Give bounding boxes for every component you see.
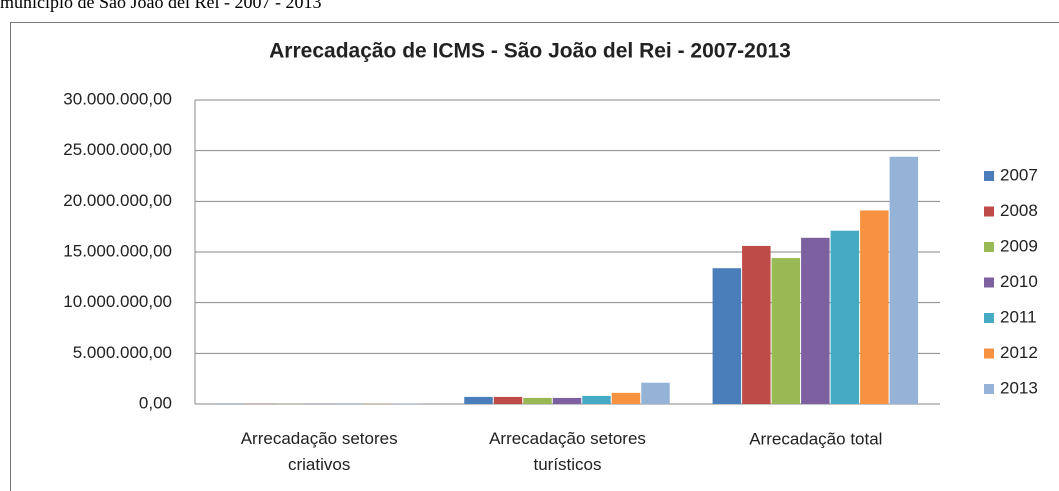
bar [523, 397, 552, 404]
caption: município de São João del Rei - 2007 - 2… [0, 0, 321, 12]
bar [830, 230, 860, 404]
legend-swatch [984, 384, 994, 394]
legend-label: 2007 [1000, 165, 1038, 184]
bar [860, 210, 889, 404]
bar [552, 397, 582, 404]
legend-swatch [984, 313, 994, 323]
bar [712, 268, 742, 404]
x-tick-label: Arrecadação setores turísticos [489, 429, 646, 474]
legend-swatch [984, 277, 994, 288]
legend-swatch [984, 206, 994, 217]
bar [641, 382, 670, 404]
legend-label: 2010 [1000, 272, 1038, 291]
y-tick-label: 25.000.000,00 [63, 140, 172, 159]
y-tick-label: 30.000.000,00 [63, 89, 172, 108]
y-tick-label: 20.000.000,00 [63, 191, 172, 210]
legend-label: 2008 [1000, 201, 1038, 220]
legend-swatch [984, 242, 994, 252]
legend-swatch [984, 171, 994, 181]
legend-swatch [984, 348, 994, 359]
x-tick-label: Arrecadação total [749, 429, 882, 448]
bar [611, 392, 641, 404]
bar [801, 237, 830, 404]
y-tick-label: 15.000.000,00 [63, 241, 172, 260]
bar [889, 156, 919, 404]
bar [771, 258, 801, 404]
chart-title: Arrecadação de ICMS - São João del Rei -… [269, 40, 791, 63]
bar [582, 395, 611, 404]
bar [493, 396, 523, 404]
x-tick-label: Arrecadação setores criativos [241, 429, 398, 474]
legend-label: 2013 [1000, 378, 1038, 397]
bar [464, 396, 493, 404]
y-tick-label: 10.000.000,00 [63, 292, 172, 311]
legend-label: 2012 [1000, 343, 1038, 362]
bar [742, 245, 771, 404]
legend-label: 2009 [1000, 236, 1038, 255]
y-tick-label: 5.000.000,00 [73, 343, 172, 362]
y-tick-label: 0,00 [139, 393, 172, 412]
legend-label: 2011 [1000, 307, 1037, 326]
